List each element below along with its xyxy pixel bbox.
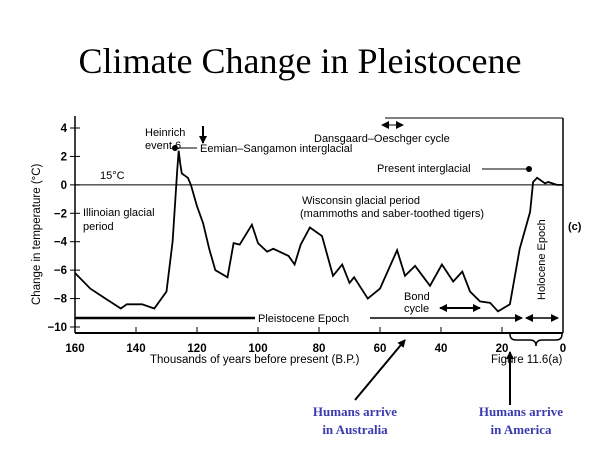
x-tick-label: 120 [187, 343, 206, 355]
bond-label-2: cycle [404, 303, 429, 315]
holocene-brace [509, 333, 563, 347]
temperature-curve [74, 150, 563, 313]
x-tick-label: 60 [374, 343, 387, 355]
x-tick-label: 100 [248, 343, 267, 355]
dansgaard-label: Dansgaard–Oeschger cycle [314, 133, 450, 145]
wisconsin-label: Wisconsin glacial period [302, 195, 420, 207]
x-tick-label: 40 [435, 343, 448, 355]
eemian-label: Eemian–Sangamon interglacial [200, 143, 352, 155]
x-tick-label: 20 [496, 343, 509, 355]
x-tick-label: 160 [65, 343, 84, 355]
australia-callout-2: in Australia [322, 422, 388, 437]
y-tick-label: −8 [54, 294, 68, 306]
ref-line-label: 15°C [100, 170, 125, 182]
america-callout: Humans arrive [479, 404, 563, 419]
heinrich-label: Heinrich [145, 127, 185, 139]
pleistocene-label: Pleistocene Epoch [258, 313, 349, 325]
x-tick-label: 140 [126, 343, 145, 355]
x-axis-label: Thousands of years before present (B.P.) [150, 354, 360, 366]
present-label: Present interglacial [377, 163, 471, 175]
y-tick-label: 4 [61, 123, 68, 135]
slide-title: Climate Change in Pleistocene [78, 41, 522, 81]
y-tick-label: −6 [54, 265, 67, 277]
y-tick-label: −4 [54, 237, 68, 249]
y-tick-label: −2 [54, 208, 67, 220]
illinoian-label: Illinoian glacial [83, 207, 155, 219]
x-tick-label: 80 [313, 343, 326, 355]
america-callout-2: in America [490, 422, 552, 437]
panel-label: (c) [568, 221, 582, 233]
wisconsin-label-2: (mammoths and saber-toothed tigers) [300, 208, 484, 220]
y-tick-label: −10 [47, 322, 67, 334]
figure-label: Figure 11.6(a) [491, 354, 563, 366]
y-axis-label: Change in temperature (°C) [31, 163, 43, 305]
y-tick-label: 0 [61, 180, 67, 192]
australia-callout: Humans arrive [313, 404, 397, 419]
illinoian-label-2: period [83, 221, 114, 233]
x-tick-label: 0 [560, 343, 566, 355]
holocene-label: Holocene Epoch [536, 219, 548, 300]
heinrich-label-2: event 6 [145, 140, 181, 152]
present-dot [526, 166, 532, 172]
bond-label: Bond [404, 291, 430, 303]
y-tick-label: 2 [61, 151, 67, 163]
australia-arrow [354, 339, 406, 401]
